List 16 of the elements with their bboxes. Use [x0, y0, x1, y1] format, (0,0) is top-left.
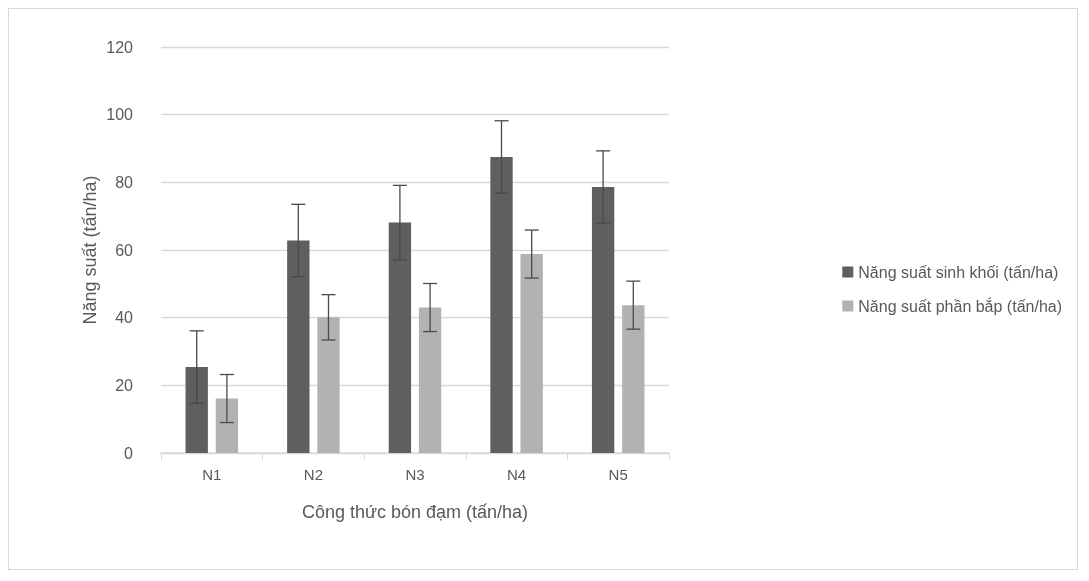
x-tick-label: N3 [405, 466, 425, 483]
y-tick-label: 60 [115, 241, 134, 259]
y-tick-label: 100 [106, 106, 134, 124]
x-tick-label: N1 [202, 466, 222, 483]
y-tick-label: 120 [106, 38, 134, 56]
y-tick-label: 20 [115, 376, 134, 394]
x-tick-label: N5 [608, 466, 628, 483]
y-tick-label: 80 [115, 173, 134, 191]
legend-label: Năng suất sinh khối (tấn/ha) [858, 263, 1059, 281]
x-tick-label: N4 [507, 466, 527, 483]
y-axis-title: Năng suất (tấn/ha) [80, 175, 100, 325]
y-tick-label: 40 [115, 309, 134, 327]
x-axis-title: Công thức bón đạm (tấn/ha) [301, 502, 529, 522]
x-tick-label: N2 [303, 466, 323, 483]
legend-label: Năng suất phần bắp (tấn/ha) [858, 296, 1062, 315]
y-tick-label: 0 [124, 444, 134, 462]
